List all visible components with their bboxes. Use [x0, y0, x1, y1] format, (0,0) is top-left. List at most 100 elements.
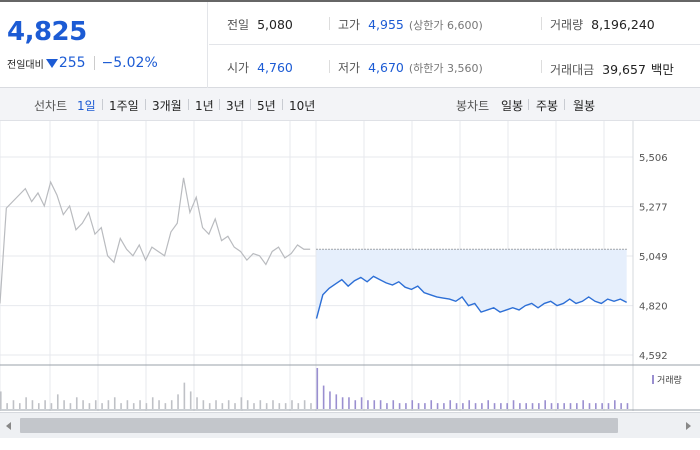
volume-legend: 거래량	[652, 373, 682, 386]
tab-weekly-candle[interactable]: 주봉	[536, 99, 559, 113]
tick-layer: 5,506 5,277 5,049 4,820 4,592	[639, 153, 668, 362]
tab-10year[interactable]: 10년	[289, 99, 316, 113]
divider	[282, 99, 283, 110]
chart-canvas: 5,506 5,277 5,049 4,820 4,592	[0, 121, 700, 411]
volume-bar	[512, 400, 515, 409]
volume-bar	[170, 400, 173, 409]
volume-bar	[443, 403, 445, 409]
volume-bar	[405, 403, 407, 409]
volume-bar	[208, 403, 211, 409]
volume-bar	[430, 400, 433, 409]
stat-volume: 거래량 8,196,240	[541, 16, 655, 33]
volume-bar	[227, 400, 230, 409]
line-layer	[0, 177, 627, 319]
down-triangle-icon	[45, 58, 58, 68]
scroll-right-arrow-icon[interactable]	[686, 422, 691, 430]
volume-bar	[113, 397, 116, 409]
scroll-thumb[interactable]	[20, 418, 618, 433]
volume-bar	[0, 391, 2, 409]
volume-bar	[151, 397, 154, 409]
tab-1day[interactable]: 1일	[77, 99, 96, 113]
volume-bar	[392, 400, 395, 409]
price-box: 4,825 전일대비 255 −5.02%	[0, 2, 208, 88]
volume-bar	[398, 403, 401, 409]
volume-bar	[310, 403, 312, 409]
volume-bar	[291, 400, 293, 409]
line-chart-label: 선차트	[34, 99, 68, 113]
volume-bar	[493, 403, 496, 409]
divider	[329, 60, 330, 73]
volume-bar	[75, 397, 78, 409]
volume-bar	[202, 400, 205, 409]
today-price-line	[315, 275, 627, 319]
volume-bar	[50, 403, 53, 409]
volume-bar	[120, 403, 122, 409]
volume-bar	[132, 403, 135, 409]
volume-bar	[341, 397, 344, 409]
volume-bar	[386, 403, 388, 409]
tab-daily-candle[interactable]: 일봉	[501, 99, 524, 113]
volume-bar	[474, 403, 477, 409]
change-rate: −5.02%	[101, 55, 158, 71]
volume-layer	[0, 368, 629, 409]
stat-amount: 거래대금 39,657 백만	[541, 59, 674, 78]
volume-bar	[164, 403, 167, 409]
fill-layer	[316, 249, 627, 319]
volume-bar	[31, 400, 34, 409]
volume-bar	[272, 400, 274, 409]
volume-bar	[265, 403, 268, 409]
volume-bar	[278, 403, 281, 409]
divider	[541, 60, 542, 73]
volume-bar	[360, 397, 363, 409]
volume-bar	[259, 400, 262, 409]
volume-bar	[88, 403, 91, 409]
y-tick-label: 5,506	[639, 153, 668, 164]
volume-bar	[246, 400, 249, 409]
volume-bar	[221, 403, 224, 409]
volume-bar	[145, 403, 148, 409]
stats-row-2: 시가 4,760 저가 4,670 (하한가 3,560) 거래대금 39,65…	[209, 45, 700, 88]
tab-1week[interactable]: 1주일	[109, 99, 139, 113]
volume-bar	[379, 400, 382, 409]
volume-bar	[367, 400, 369, 409]
y-tick-label: 4,592	[639, 351, 668, 362]
scroll-left-arrow-icon[interactable]	[6, 422, 11, 430]
volume-bar	[449, 400, 452, 409]
divider	[93, 56, 95, 70]
volume-bar	[322, 385, 325, 409]
y-tick-label: 5,277	[639, 203, 668, 214]
volume-bar	[63, 400, 65, 409]
divider	[219, 99, 220, 110]
volume-bar	[576, 403, 578, 409]
quote-summary: 4,825 전일대비 255 −5.02% 전일 5,080 고가 4,955	[0, 0, 700, 88]
volume-bar	[550, 403, 553, 409]
tab-monthly-candle[interactable]: 월봉	[573, 99, 596, 113]
stat-label: 고가	[338, 18, 361, 32]
tab-1year[interactable]: 1년	[195, 99, 214, 113]
divider	[102, 99, 103, 110]
volume-bar	[582, 400, 584, 409]
divider	[329, 17, 330, 30]
volume-bar	[335, 394, 338, 409]
stat-value: 4,760	[257, 60, 293, 75]
period-toolbar: 선차트 1일 1주일 3개월 1년 3년 5년 10년 봉차트 일봉 주봉 월봉	[0, 88, 700, 121]
volume-bar	[284, 403, 287, 409]
volume-bar	[614, 400, 616, 409]
volume-bar	[455, 403, 458, 409]
tab-5year[interactable]: 5년	[257, 99, 276, 113]
volume-bar	[436, 403, 439, 409]
chart-scrollbar[interactable]	[0, 412, 700, 438]
tab-3month[interactable]: 3개월	[152, 99, 182, 113]
volume-bar	[82, 400, 84, 409]
volume-bar	[316, 368, 319, 409]
volume-bar	[139, 400, 141, 409]
stat-value: 39,657	[602, 62, 646, 77]
volume-bar	[620, 403, 622, 409]
volume-bar	[531, 403, 534, 409]
volume-legend-label: 거래량	[657, 376, 682, 386]
change-value: 255	[58, 55, 86, 71]
tab-3year[interactable]: 3년	[226, 99, 245, 113]
volume-bar	[253, 403, 255, 409]
volume-bar	[329, 391, 331, 409]
volume-bar	[297, 403, 300, 409]
